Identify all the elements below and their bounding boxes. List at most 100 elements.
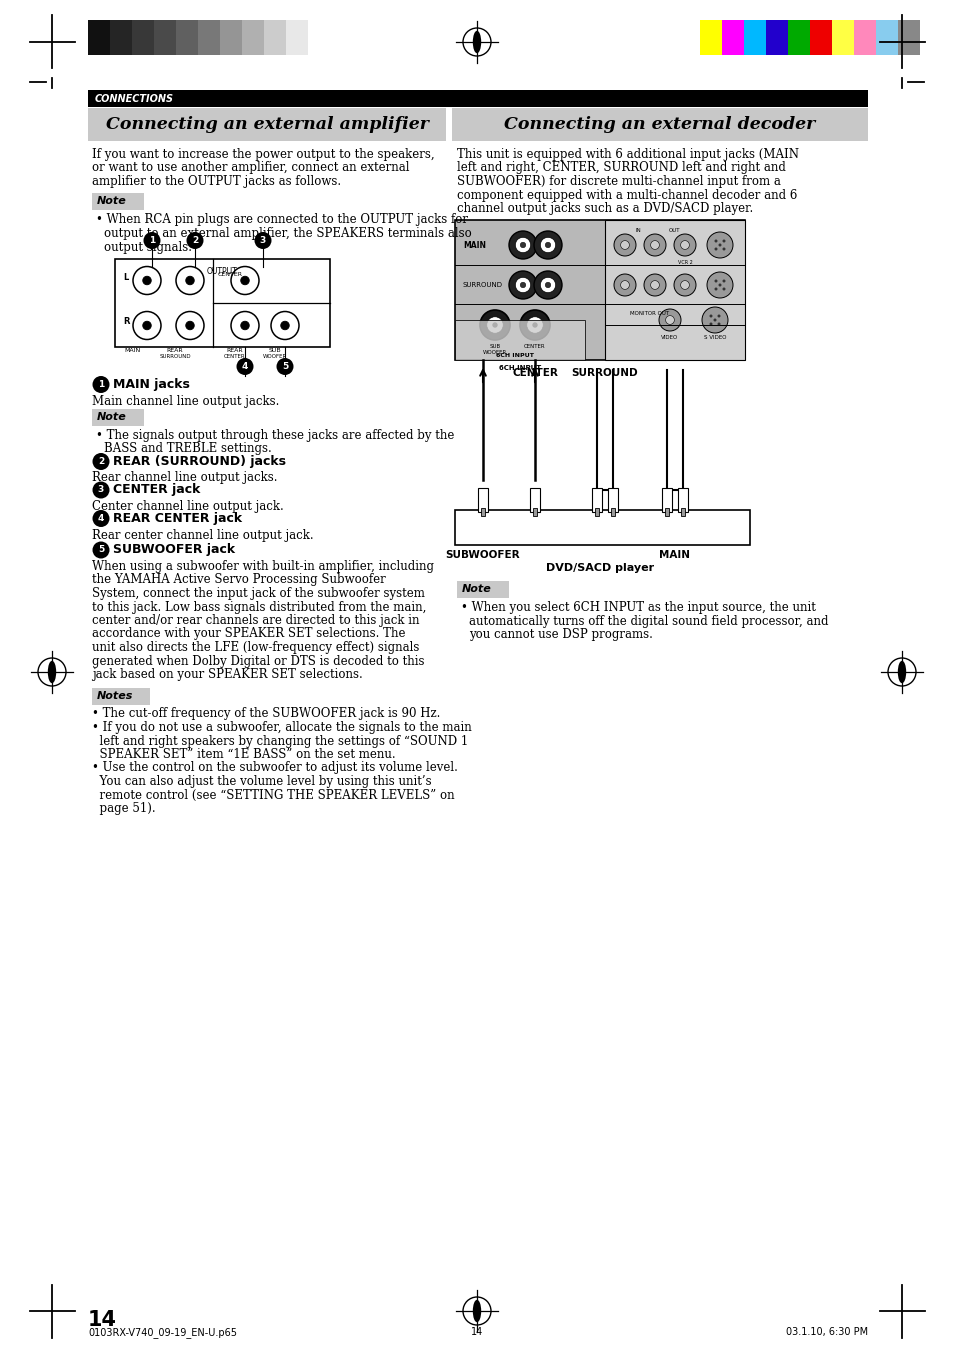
Ellipse shape — [48, 661, 56, 684]
Bar — [743, 20, 765, 55]
Bar — [198, 20, 220, 55]
Bar — [678, 488, 687, 512]
Text: SURROUND: SURROUND — [571, 367, 638, 378]
Bar — [88, 91, 867, 107]
Text: OUTPUT: OUTPUT — [207, 266, 237, 276]
Text: Connecting an external decoder: Connecting an external decoder — [504, 116, 815, 132]
Circle shape — [706, 272, 732, 299]
Text: REAR: REAR — [167, 349, 183, 354]
Bar — [721, 20, 743, 55]
Ellipse shape — [897, 661, 905, 684]
Text: 4: 4 — [241, 362, 248, 372]
Text: 6CH INPUT: 6CH INPUT — [496, 353, 534, 358]
Bar — [897, 20, 919, 55]
Text: 0103RX-V740_09-19_EN-U.p65: 0103RX-V740_09-19_EN-U.p65 — [88, 1327, 236, 1337]
Text: • When you select 6CH INPUT as the input source, the unit: • When you select 6CH INPUT as the input… — [460, 601, 815, 613]
Text: L: L — [123, 273, 128, 282]
Circle shape — [143, 322, 151, 330]
Circle shape — [534, 272, 561, 299]
Text: SUBWOOFER) for discrete multi-channel input from a: SUBWOOFER) for discrete multi-channel in… — [456, 176, 781, 188]
Text: left and right, CENTER, SURROUND left and right and: left and right, CENTER, SURROUND left an… — [456, 162, 785, 174]
Bar — [875, 20, 897, 55]
Circle shape — [717, 323, 720, 326]
Text: • The cut-off frequency of the SUBWOOFER jack is 90 Hz.: • The cut-off frequency of the SUBWOOFER… — [91, 708, 440, 720]
Bar — [264, 20, 286, 55]
Bar — [455, 320, 584, 359]
Text: Rear center channel line output jack.: Rear center channel line output jack. — [91, 528, 314, 542]
Circle shape — [544, 242, 550, 247]
Text: L: L — [664, 494, 668, 501]
Bar — [242, 20, 264, 55]
Text: • When RCA pin plugs are connected to the OUTPUT jacks for: • When RCA pin plugs are connected to th… — [96, 213, 468, 227]
Circle shape — [539, 277, 555, 293]
Bar — [91, 688, 150, 704]
Text: 5: 5 — [98, 546, 104, 554]
Text: automatically turns off the digital sound field processor, and: automatically turns off the digital soun… — [469, 615, 827, 627]
Text: 6CH INPUT: 6CH INPUT — [498, 365, 540, 372]
Bar — [88, 20, 110, 55]
Circle shape — [721, 280, 724, 282]
Circle shape — [509, 272, 537, 299]
Bar — [477, 488, 488, 512]
Circle shape — [717, 315, 720, 317]
Circle shape — [276, 358, 294, 376]
Circle shape — [620, 281, 629, 289]
Circle shape — [532, 323, 537, 328]
Circle shape — [479, 309, 510, 340]
Text: IN: IN — [635, 228, 640, 232]
Circle shape — [706, 232, 732, 258]
Text: Note: Note — [97, 196, 127, 205]
Text: VIDEO: VIDEO — [660, 335, 678, 340]
Circle shape — [679, 281, 689, 289]
Text: you cannot use DSP programs.: you cannot use DSP programs. — [469, 628, 652, 640]
Text: Center channel line output jack.: Center channel line output jack. — [91, 500, 283, 513]
Circle shape — [143, 277, 151, 285]
Circle shape — [236, 358, 253, 376]
Circle shape — [643, 234, 665, 255]
Text: 03.1.10, 6:30 PM: 03.1.10, 6:30 PM — [785, 1327, 867, 1337]
Circle shape — [92, 481, 110, 499]
Text: Notes: Notes — [97, 690, 133, 701]
Bar — [809, 20, 831, 55]
Text: • Use the control on the subwoofer to adjust its volume level.: • Use the control on the subwoofer to ad… — [91, 762, 457, 774]
Text: left and right speakers by changing the settings of “SOUND 1: left and right speakers by changing the … — [91, 735, 468, 747]
Text: 14: 14 — [471, 1327, 482, 1337]
Circle shape — [718, 284, 720, 286]
Circle shape — [620, 240, 629, 250]
Circle shape — [714, 280, 717, 282]
Circle shape — [713, 319, 716, 322]
Text: jack based on your SPEAKER SET selections.: jack based on your SPEAKER SET selection… — [91, 667, 362, 681]
Text: You can also adjust the volume level by using this unit’s: You can also adjust the volume level by … — [91, 775, 431, 788]
Text: amplifier to the OUTPUT jacks as follows.: amplifier to the OUTPUT jacks as follows… — [91, 176, 341, 188]
Bar — [592, 488, 601, 512]
Bar — [530, 488, 539, 512]
Bar — [175, 20, 198, 55]
Text: • If you do not use a subwoofer, allocate the signals to the main: • If you do not use a subwoofer, allocat… — [91, 721, 471, 734]
Text: MAIN: MAIN — [125, 349, 141, 354]
Text: R: R — [123, 316, 130, 326]
Bar — [853, 20, 875, 55]
Text: 1: 1 — [98, 380, 104, 389]
Bar — [88, 108, 446, 141]
Text: When using a subwoofer with built-in amplifier, including: When using a subwoofer with built-in amp… — [91, 561, 434, 573]
Text: CENTER: CENTER — [523, 345, 545, 349]
Text: component equipped with a multi-channel decoder and 6: component equipped with a multi-channel … — [456, 189, 797, 201]
Bar — [220, 20, 242, 55]
Text: page 51).: page 51). — [91, 802, 155, 815]
Circle shape — [665, 316, 674, 324]
Text: channel output jacks such as a DVD/SACD player.: channel output jacks such as a DVD/SACD … — [456, 203, 753, 215]
Text: 1: 1 — [149, 236, 155, 245]
Ellipse shape — [473, 1300, 480, 1323]
Text: REAR (SURROUND) jacks: REAR (SURROUND) jacks — [112, 455, 286, 467]
Circle shape — [650, 240, 659, 250]
Text: accordance with your SPEAKER SET selections. The: accordance with your SPEAKER SET selecti… — [91, 627, 405, 640]
Bar — [533, 508, 537, 516]
Text: R: R — [679, 494, 685, 501]
Circle shape — [679, 240, 689, 250]
Bar — [700, 20, 721, 55]
Text: WOOFER: WOOFER — [263, 354, 287, 359]
Text: Note: Note — [97, 412, 127, 422]
Bar — [831, 20, 853, 55]
Bar — [607, 488, 618, 512]
Circle shape — [186, 232, 203, 249]
